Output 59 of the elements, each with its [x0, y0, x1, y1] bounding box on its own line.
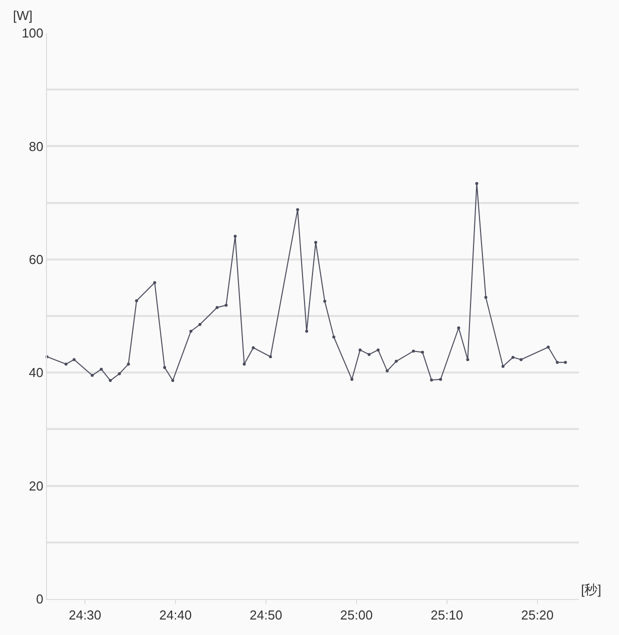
- point: [234, 234, 237, 238]
- x-tick-label: 24:30: [68, 608, 102, 623]
- point: [556, 360, 559, 364]
- point: [520, 358, 523, 362]
- point: [163, 366, 166, 370]
- y-axis-title: [W]: [13, 8, 32, 23]
- point: [376, 348, 380, 352]
- point: [296, 208, 300, 212]
- point: [108, 379, 112, 382]
- point: [350, 378, 354, 381]
- point: [224, 304, 228, 307]
- point: [546, 346, 550, 349]
- x-tick-label: 25:00: [340, 608, 373, 623]
- point: [323, 300, 326, 303]
- point: [72, 358, 76, 362]
- y-tick-label: 80: [28, 138, 44, 154]
- y-tick-label: 40: [28, 365, 44, 380]
- point: [466, 358, 470, 362]
- point: [502, 364, 504, 368]
- point: [358, 348, 362, 352]
- y-tick-label: 100: [22, 26, 44, 41]
- y-tick-label: 0: [36, 592, 44, 607]
- y-tick-label: 20: [28, 478, 44, 494]
- point: [252, 346, 255, 350]
- point: [564, 360, 567, 364]
- x-tick-label: 24:50: [250, 608, 282, 623]
- point: [64, 362, 68, 366]
- point: [305, 330, 308, 333]
- x-tick-label: 24:40: [159, 608, 192, 623]
- point: [511, 356, 514, 359]
- point: [242, 362, 246, 366]
- point: [439, 378, 442, 381]
- point: [126, 362, 130, 366]
- x-axis-title: [秒]: [581, 582, 602, 597]
- point: [153, 281, 156, 284]
- point: [100, 368, 103, 371]
- point: [368, 352, 371, 356]
- point: [189, 330, 192, 333]
- point: [457, 326, 460, 330]
- point: [90, 374, 94, 377]
- point: [198, 322, 202, 326]
- point: [135, 299, 138, 302]
- point: [394, 360, 398, 363]
- point: [475, 182, 478, 186]
- point: [386, 369, 389, 372]
- point: [268, 355, 272, 358]
- point: [332, 335, 336, 338]
- x-tick-label: 25:10: [430, 608, 464, 623]
- line-series: [46, 182, 567, 382]
- point: [484, 296, 488, 299]
- point: [118, 372, 121, 376]
- point: [420, 350, 424, 354]
- point: [430, 378, 434, 382]
- point: [412, 350, 415, 353]
- y-tick-label: 60: [28, 252, 44, 267]
- point: [314, 240, 318, 244]
- x-tick-label: 25:20: [521, 608, 554, 623]
- point: [171, 379, 174, 382]
- point: [216, 306, 219, 310]
